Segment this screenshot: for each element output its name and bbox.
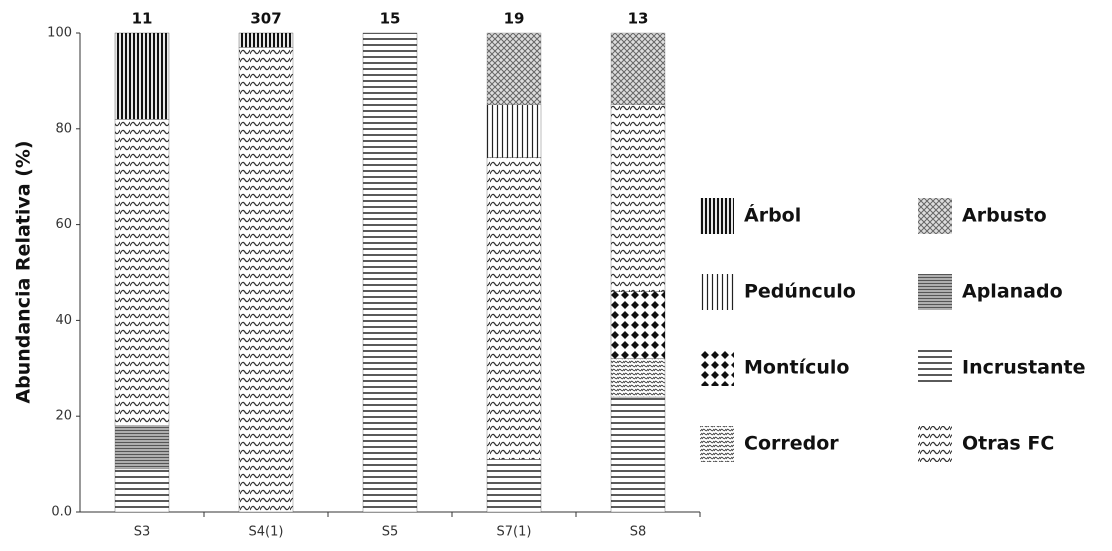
bar-segment <box>114 32 170 120</box>
y-tick-label: 20 <box>55 409 72 424</box>
bar-segment <box>238 32 294 48</box>
x-tick-label: S7(1) <box>497 525 532 540</box>
bar-segment <box>486 32 542 105</box>
bar-segment <box>610 358 666 398</box>
bar-segment <box>362 32 418 513</box>
bar-segment <box>486 157 542 460</box>
bar-segment <box>486 104 542 158</box>
legend-label: Montículo <box>744 357 849 379</box>
total-label: 11 <box>132 10 153 28</box>
y-tick-label: 80 <box>55 121 72 136</box>
legend-label: Corredor <box>744 433 839 455</box>
y-tick-label: 40 <box>55 313 72 328</box>
y-tick-label: 100 <box>47 26 72 41</box>
legend-swatch <box>700 198 734 234</box>
legend-label: Árbol <box>744 204 801 227</box>
y-tick-label: 0.0 <box>51 505 72 520</box>
bar-segment <box>114 425 170 470</box>
x-tick-label: S8 <box>630 525 647 540</box>
bar-segment <box>610 396 666 513</box>
legend-swatch <box>918 274 952 310</box>
total-label: 307 <box>250 10 281 28</box>
total-label: 13 <box>628 10 649 28</box>
legend-label: Pedúnculo <box>744 281 856 303</box>
x-tick-label: S5 <box>382 525 399 540</box>
legend-swatch <box>918 350 952 386</box>
bar-segment <box>610 291 666 359</box>
legend-swatch <box>700 274 734 310</box>
total-label: 15 <box>380 10 401 28</box>
legend-label: Aplanado <box>962 281 1063 303</box>
legend-swatch <box>918 426 952 462</box>
legend-label: Incrustante <box>962 357 1085 379</box>
bar-segment <box>610 104 666 292</box>
bar-segment <box>114 468 170 513</box>
legend-swatch <box>700 426 734 462</box>
y-tick-label: 60 <box>55 217 72 232</box>
bar-segment <box>114 119 170 426</box>
bar-segment <box>486 459 542 513</box>
x-tick-label: S4(1) <box>249 525 284 540</box>
bar-segment <box>238 47 294 513</box>
legend-swatch <box>918 198 952 234</box>
total-label: 19 <box>504 10 525 28</box>
legend-label: Arbusto <box>962 205 1047 227</box>
legend-label: Otras FC <box>962 433 1054 455</box>
x-tick-label: S3 <box>134 525 151 540</box>
bar-segment <box>610 32 666 105</box>
y-axis-label: Abundancia Relativa (%) <box>13 140 35 403</box>
legend-swatch <box>700 350 734 386</box>
